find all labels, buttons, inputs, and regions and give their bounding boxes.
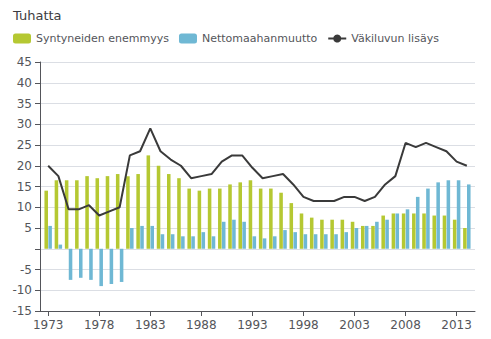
svg-text:40: 40 (17, 76, 32, 90)
svg-text:-15: -15 (12, 304, 32, 318)
svg-text:1993: 1993 (237, 318, 268, 332)
svg-text:25: 25 (17, 138, 32, 152)
svg-text:15: 15 (17, 180, 32, 194)
svg-text:35: 35 (17, 97, 32, 111)
svg-text:Nettomaahanmuutto: Nettomaahanmuutto (202, 32, 318, 45)
svg-text:1978: 1978 (84, 318, 115, 332)
svg-text:2003: 2003 (339, 318, 370, 332)
svg-text:5: 5 (24, 221, 32, 235)
svg-text:1988: 1988 (186, 318, 217, 332)
svg-text:1998: 1998 (288, 318, 319, 332)
svg-text:1983: 1983 (135, 318, 166, 332)
svg-text:Syntyneiden enemmyys: Syntyneiden enemmyys (36, 32, 169, 45)
svg-text:10: 10 (17, 200, 32, 214)
svg-text:20: 20 (17, 159, 32, 173)
svg-text:-5: -5 (20, 263, 32, 277)
svg-text:30: 30 (17, 117, 32, 131)
svg-text:2008: 2008 (390, 318, 421, 332)
svg-text:45: 45 (17, 55, 32, 69)
svg-text:2013: 2013 (441, 318, 472, 332)
svg-text:1973: 1973 (33, 318, 64, 332)
svg-text:Tuhatta: Tuhatta (12, 8, 62, 23)
svg-text:Väkiluvun lisäys: Väkiluvun lisäys (351, 32, 439, 45)
svg-text:-10: -10 (12, 283, 32, 297)
